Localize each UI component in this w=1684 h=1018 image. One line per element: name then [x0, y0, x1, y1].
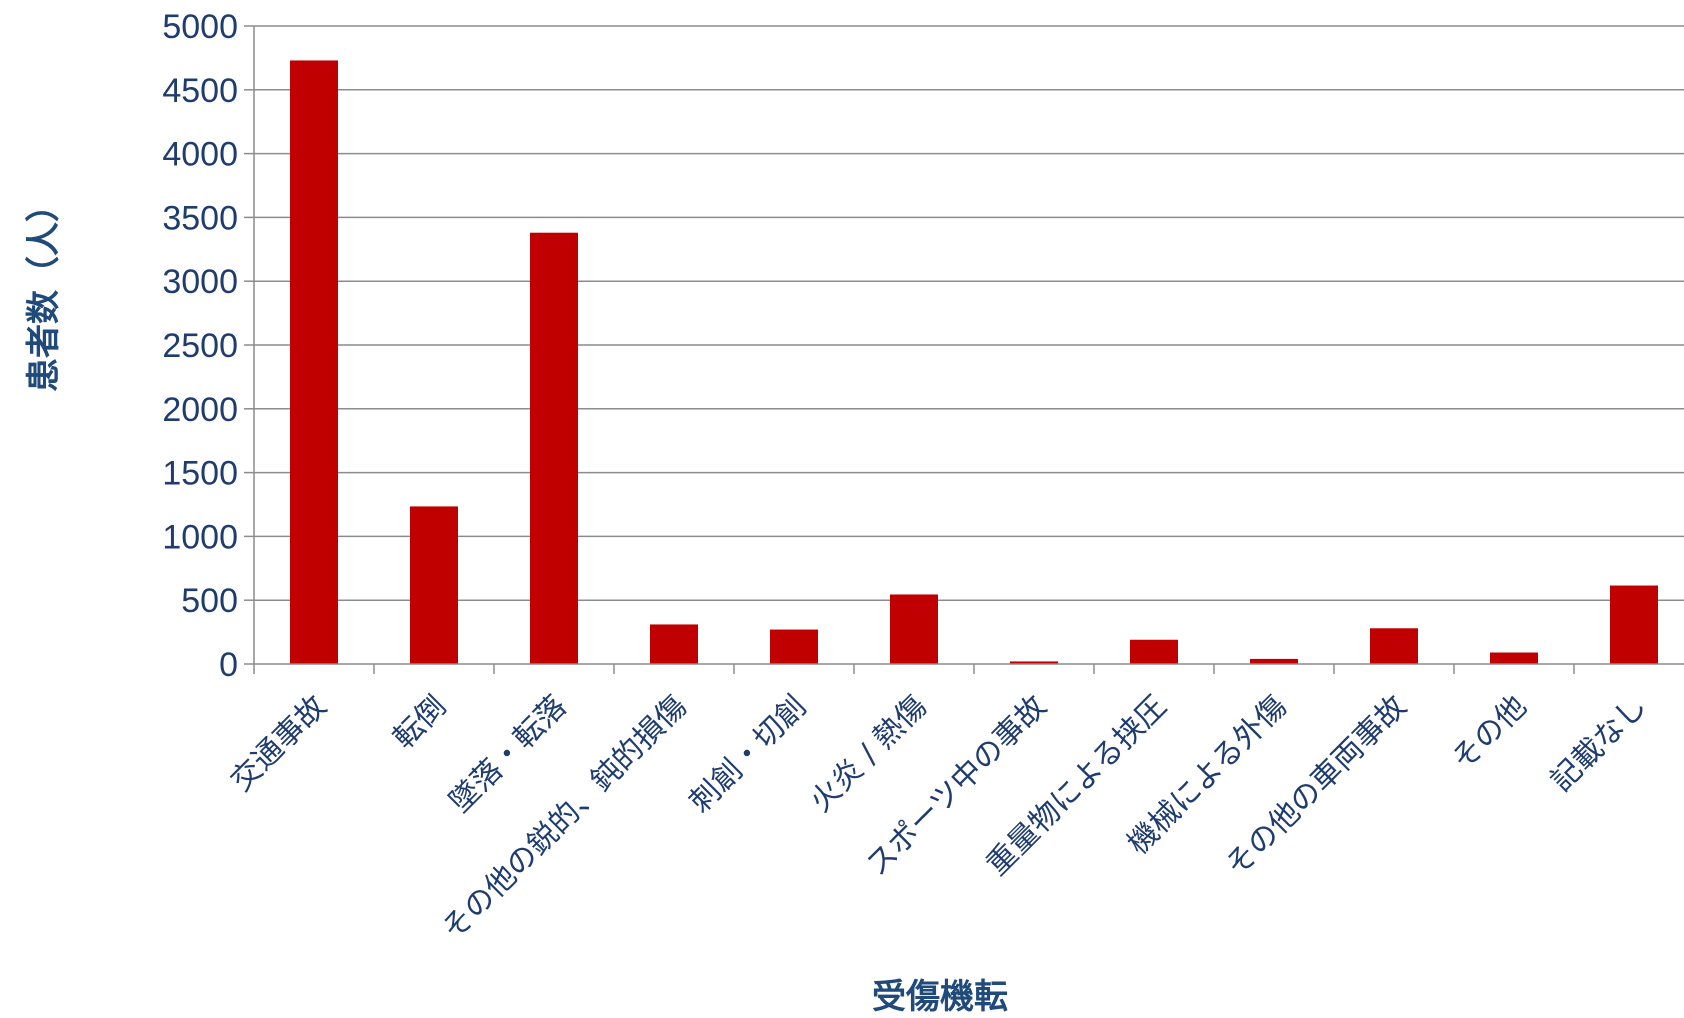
- x-tick-label: 墜落・転落: [443, 689, 574, 820]
- axes: [244, 25, 1684, 674]
- y-tick-label: 0: [219, 646, 238, 684]
- grid-lines: [254, 25, 1684, 601]
- y-tick-label: 1000: [162, 518, 238, 556]
- x-tick-label: 刺創・切創: [683, 689, 814, 820]
- bars: [290, 60, 1658, 664]
- y-tick-label: 3500: [162, 199, 238, 237]
- bar: [1130, 639, 1178, 664]
- bar: [290, 60, 338, 664]
- y-tick-label: 5000: [162, 8, 238, 46]
- y-tick-label: 4000: [162, 136, 238, 174]
- bar: [890, 594, 938, 664]
- y-tick-label: 3000: [162, 263, 238, 301]
- bar: [410, 506, 458, 664]
- bar: [1610, 585, 1658, 664]
- x-tick-label: その他: [1445, 689, 1533, 777]
- y-tick-label: 4500: [162, 72, 238, 110]
- bar: [650, 624, 698, 664]
- bar: [770, 629, 818, 664]
- y-axis-title: 患者数（人）: [24, 188, 64, 392]
- bar: [1250, 658, 1298, 664]
- x-tick-label: 転倒: [386, 689, 453, 756]
- x-tick-label: 火炎 / 熱傷: [803, 689, 933, 819]
- bar: [1370, 628, 1418, 664]
- y-tick-label: 1500: [162, 455, 238, 493]
- bar: [530, 232, 578, 664]
- y-tick-label: 2000: [162, 391, 238, 429]
- y-tick-label: 500: [181, 582, 238, 620]
- bar: [1490, 652, 1538, 664]
- y-tick-label: 2500: [162, 327, 238, 365]
- bar: [1010, 661, 1058, 664]
- x-axis-title: 受傷機転: [872, 977, 1008, 1017]
- x-tick-label: 記載なし: [1544, 689, 1654, 799]
- x-tick-label: 交通事故: [224, 689, 334, 799]
- y-tick-labels: 0 500 1000 1500 2000 2500 3000 3500 4000 4500 5000: [162, 8, 238, 684]
- x-tick-label: その他の鋭的、鈍的損傷: [436, 689, 694, 947]
